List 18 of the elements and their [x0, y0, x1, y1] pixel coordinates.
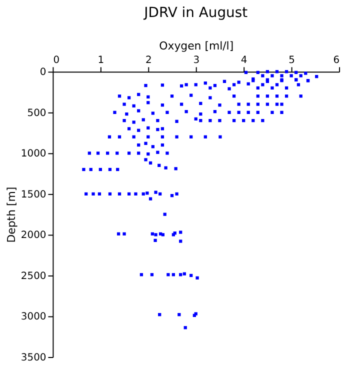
y-tick-label: 3500 — [20, 352, 46, 364]
x-axis-title: Oxygen [ml/l] — [159, 39, 234, 52]
y-tick-label: 1000 — [20, 148, 46, 160]
x-tick-label: 6 — [333, 55, 340, 66]
y-tick-label: 0 — [40, 67, 46, 78]
x-tick-label: 1 — [98, 55, 104, 66]
x-tick-label: 3 — [193, 55, 200, 66]
y-tick-label: 3000 — [20, 312, 46, 323]
y-tick-label: 2500 — [20, 270, 46, 282]
y-tick-label: 500 — [27, 108, 46, 119]
x-tick-label: 5 — [288, 55, 295, 66]
x-tick-label: 4 — [240, 55, 248, 66]
x-tick-label: 0 — [53, 55, 60, 66]
y-tick-label: 1500 — [20, 189, 46, 200]
chart-title: JDRV in August — [143, 4, 248, 21]
y-tick-label: 2000 — [20, 230, 46, 242]
y-axis-title: Depth [m] — [4, 186, 18, 243]
x-tick-label: 2 — [145, 55, 152, 66]
